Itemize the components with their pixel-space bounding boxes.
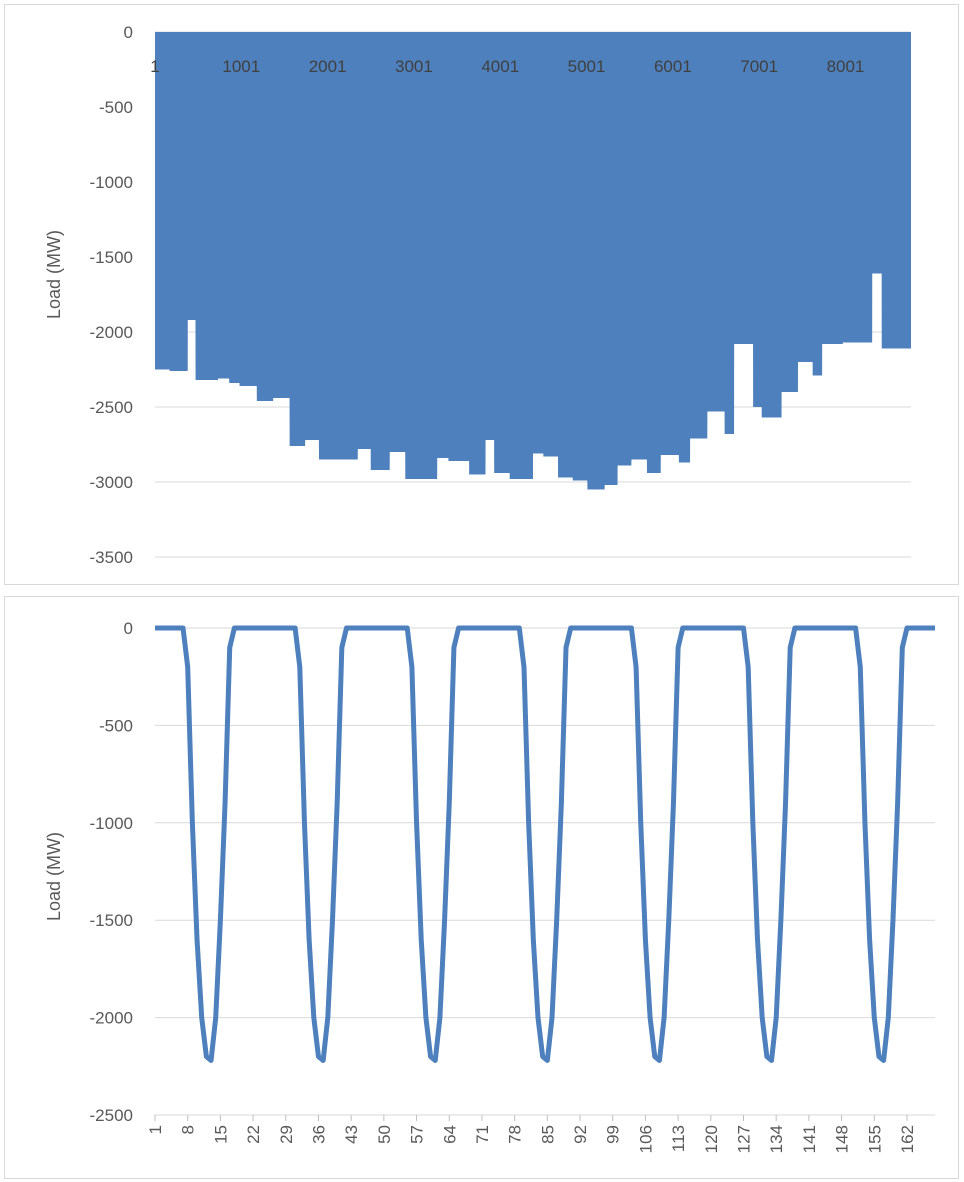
x-tick-label: 92 [571, 1125, 590, 1144]
load-line-series [155, 625, 935, 1063]
x-tick-label: 141 [800, 1125, 819, 1153]
x-tick-label: 64 [440, 1125, 459, 1144]
x-tick-label: 50 [375, 1125, 394, 1144]
x-tick-label: 120 [702, 1125, 721, 1153]
y-tick-label: -500 [99, 98, 133, 117]
y-tick-label: -1500 [90, 911, 133, 930]
x-tick-label: 85 [538, 1125, 557, 1144]
weekly-load-chart: 0 -500 -1000 -1500 -2000 -2500 1 8 15 22 29 36 43 50 5… [44, 619, 935, 1153]
x-tick-label: 6001 [654, 57, 692, 76]
x-tick-label: 43 [342, 1125, 361, 1144]
x-tick-label: 155 [865, 1125, 884, 1153]
annual-load-chart: 0 -500 -1000 -1500 -2000 -2500 -3000 -3500 1 1001… [44, 23, 911, 567]
x-tick-label: 1 [146, 1125, 165, 1134]
y-tick-label: -2000 [90, 1009, 133, 1028]
x-tick-label: 7001 [740, 57, 778, 76]
x-tick-label: 1001 [222, 57, 260, 76]
x-tick-label: 36 [309, 1125, 328, 1144]
y-tick-label: 0 [124, 619, 133, 638]
x-tick-label: 148 [833, 1125, 852, 1153]
x-tick-label: 162 [898, 1125, 917, 1153]
x-tick-label: 106 [636, 1125, 655, 1153]
y-tick-label: -3000 [90, 473, 133, 492]
load-area-series [155, 32, 911, 490]
x-tick-label: 127 [735, 1125, 754, 1153]
x-tick-label: 134 [767, 1125, 786, 1153]
y-tick-label: 0 [124, 23, 133, 42]
x-tick-label: 71 [473, 1125, 492, 1144]
x-tick-label: 22 [244, 1125, 263, 1144]
x-tick-label: 15 [211, 1125, 230, 1144]
x-tick-label: 4001 [481, 57, 519, 76]
y-tick-label: -1000 [90, 173, 133, 192]
y-tick-label: -2000 [90, 323, 133, 342]
x-tick-label: 99 [604, 1125, 623, 1144]
x-tick-label: 8001 [827, 57, 865, 76]
chart-panel-weekly: 0 -500 -1000 -1500 -2000 -2500 1 8 15 22 29 36 43 50 5… [4, 596, 959, 1179]
x-tick-label: 2001 [309, 57, 347, 76]
x-tick-label: 78 [506, 1125, 525, 1144]
chart-panel-annual: 0 -500 -1000 -1500 -2000 -2500 -3000 -3500 1 1001… [4, 4, 959, 585]
x-tick-label: 57 [408, 1125, 427, 1144]
x-tick-label: 8 [179, 1125, 198, 1134]
x-tick-label: 5001 [568, 57, 606, 76]
x-tick-label: 3001 [395, 57, 433, 76]
y-tick-label: -2500 [90, 1106, 133, 1125]
x-tick-label: 29 [277, 1125, 296, 1144]
x-tick-label: 113 [669, 1125, 688, 1152]
y-tick-label: -1500 [90, 248, 133, 267]
y-axis-title: Load (MW) [44, 230, 64, 319]
y-tick-label: -2500 [90, 398, 133, 417]
y-tick-label: -500 [99, 716, 133, 735]
x-tick-label: 1 [150, 57, 159, 76]
y-axis-title: Load (MW) [44, 832, 64, 921]
y-tick-label: -3500 [90, 548, 133, 567]
y-tick-label: -1000 [90, 814, 133, 833]
